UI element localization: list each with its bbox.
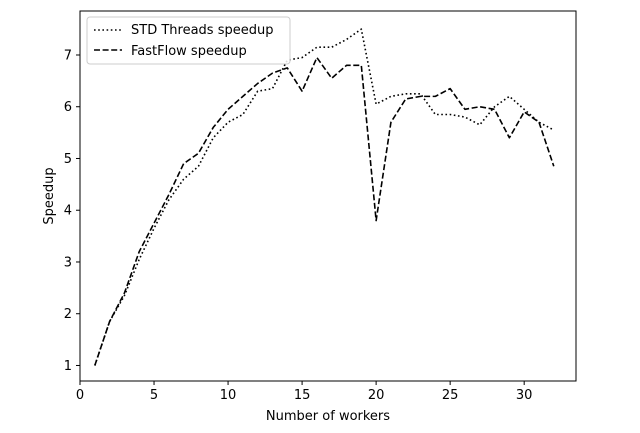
x-tick-label: 20 [368, 388, 385, 403]
legend-box [86, 16, 291, 65]
x-axis: 0 5 10 15 20 25 30 [76, 381, 533, 403]
x-axis-label: Number of workers [266, 409, 390, 424]
plot-frame [79, 10, 577, 382]
y-axis-label: Speedup [42, 167, 57, 224]
y-tick-label: 2 [64, 307, 72, 322]
y-tick-label: 7 [64, 48, 72, 63]
x-tick-label: 30 [516, 388, 533, 403]
x-tick-label: 25 [442, 388, 459, 403]
series-line-fastflow [94, 56, 555, 366]
y-tick-label: 5 [64, 152, 72, 167]
legend-label-std-threads: STD Threads speedup [131, 23, 273, 38]
y-tick-label: 3 [64, 255, 72, 270]
x-tick-label: 15 [294, 388, 311, 403]
y-tick-label: 6 [64, 100, 72, 115]
y-axis: 1 2 3 4 5 6 7 [64, 48, 80, 374]
series-layer [94, 28, 555, 366]
x-tick-label: 5 [150, 388, 158, 403]
plot-area [79, 10, 577, 382]
series-line-std-threads [94, 28, 555, 366]
x-tick-label: 0 [76, 388, 84, 403]
legend-label-fastflow: FastFlow speedup [131, 44, 247, 59]
y-tick-label: 1 [64, 359, 72, 374]
x-tick-label: 10 [220, 388, 237, 403]
y-tick-label: 4 [64, 204, 72, 219]
legend: STD Threads speedup FastFlow speedup [86, 16, 291, 65]
